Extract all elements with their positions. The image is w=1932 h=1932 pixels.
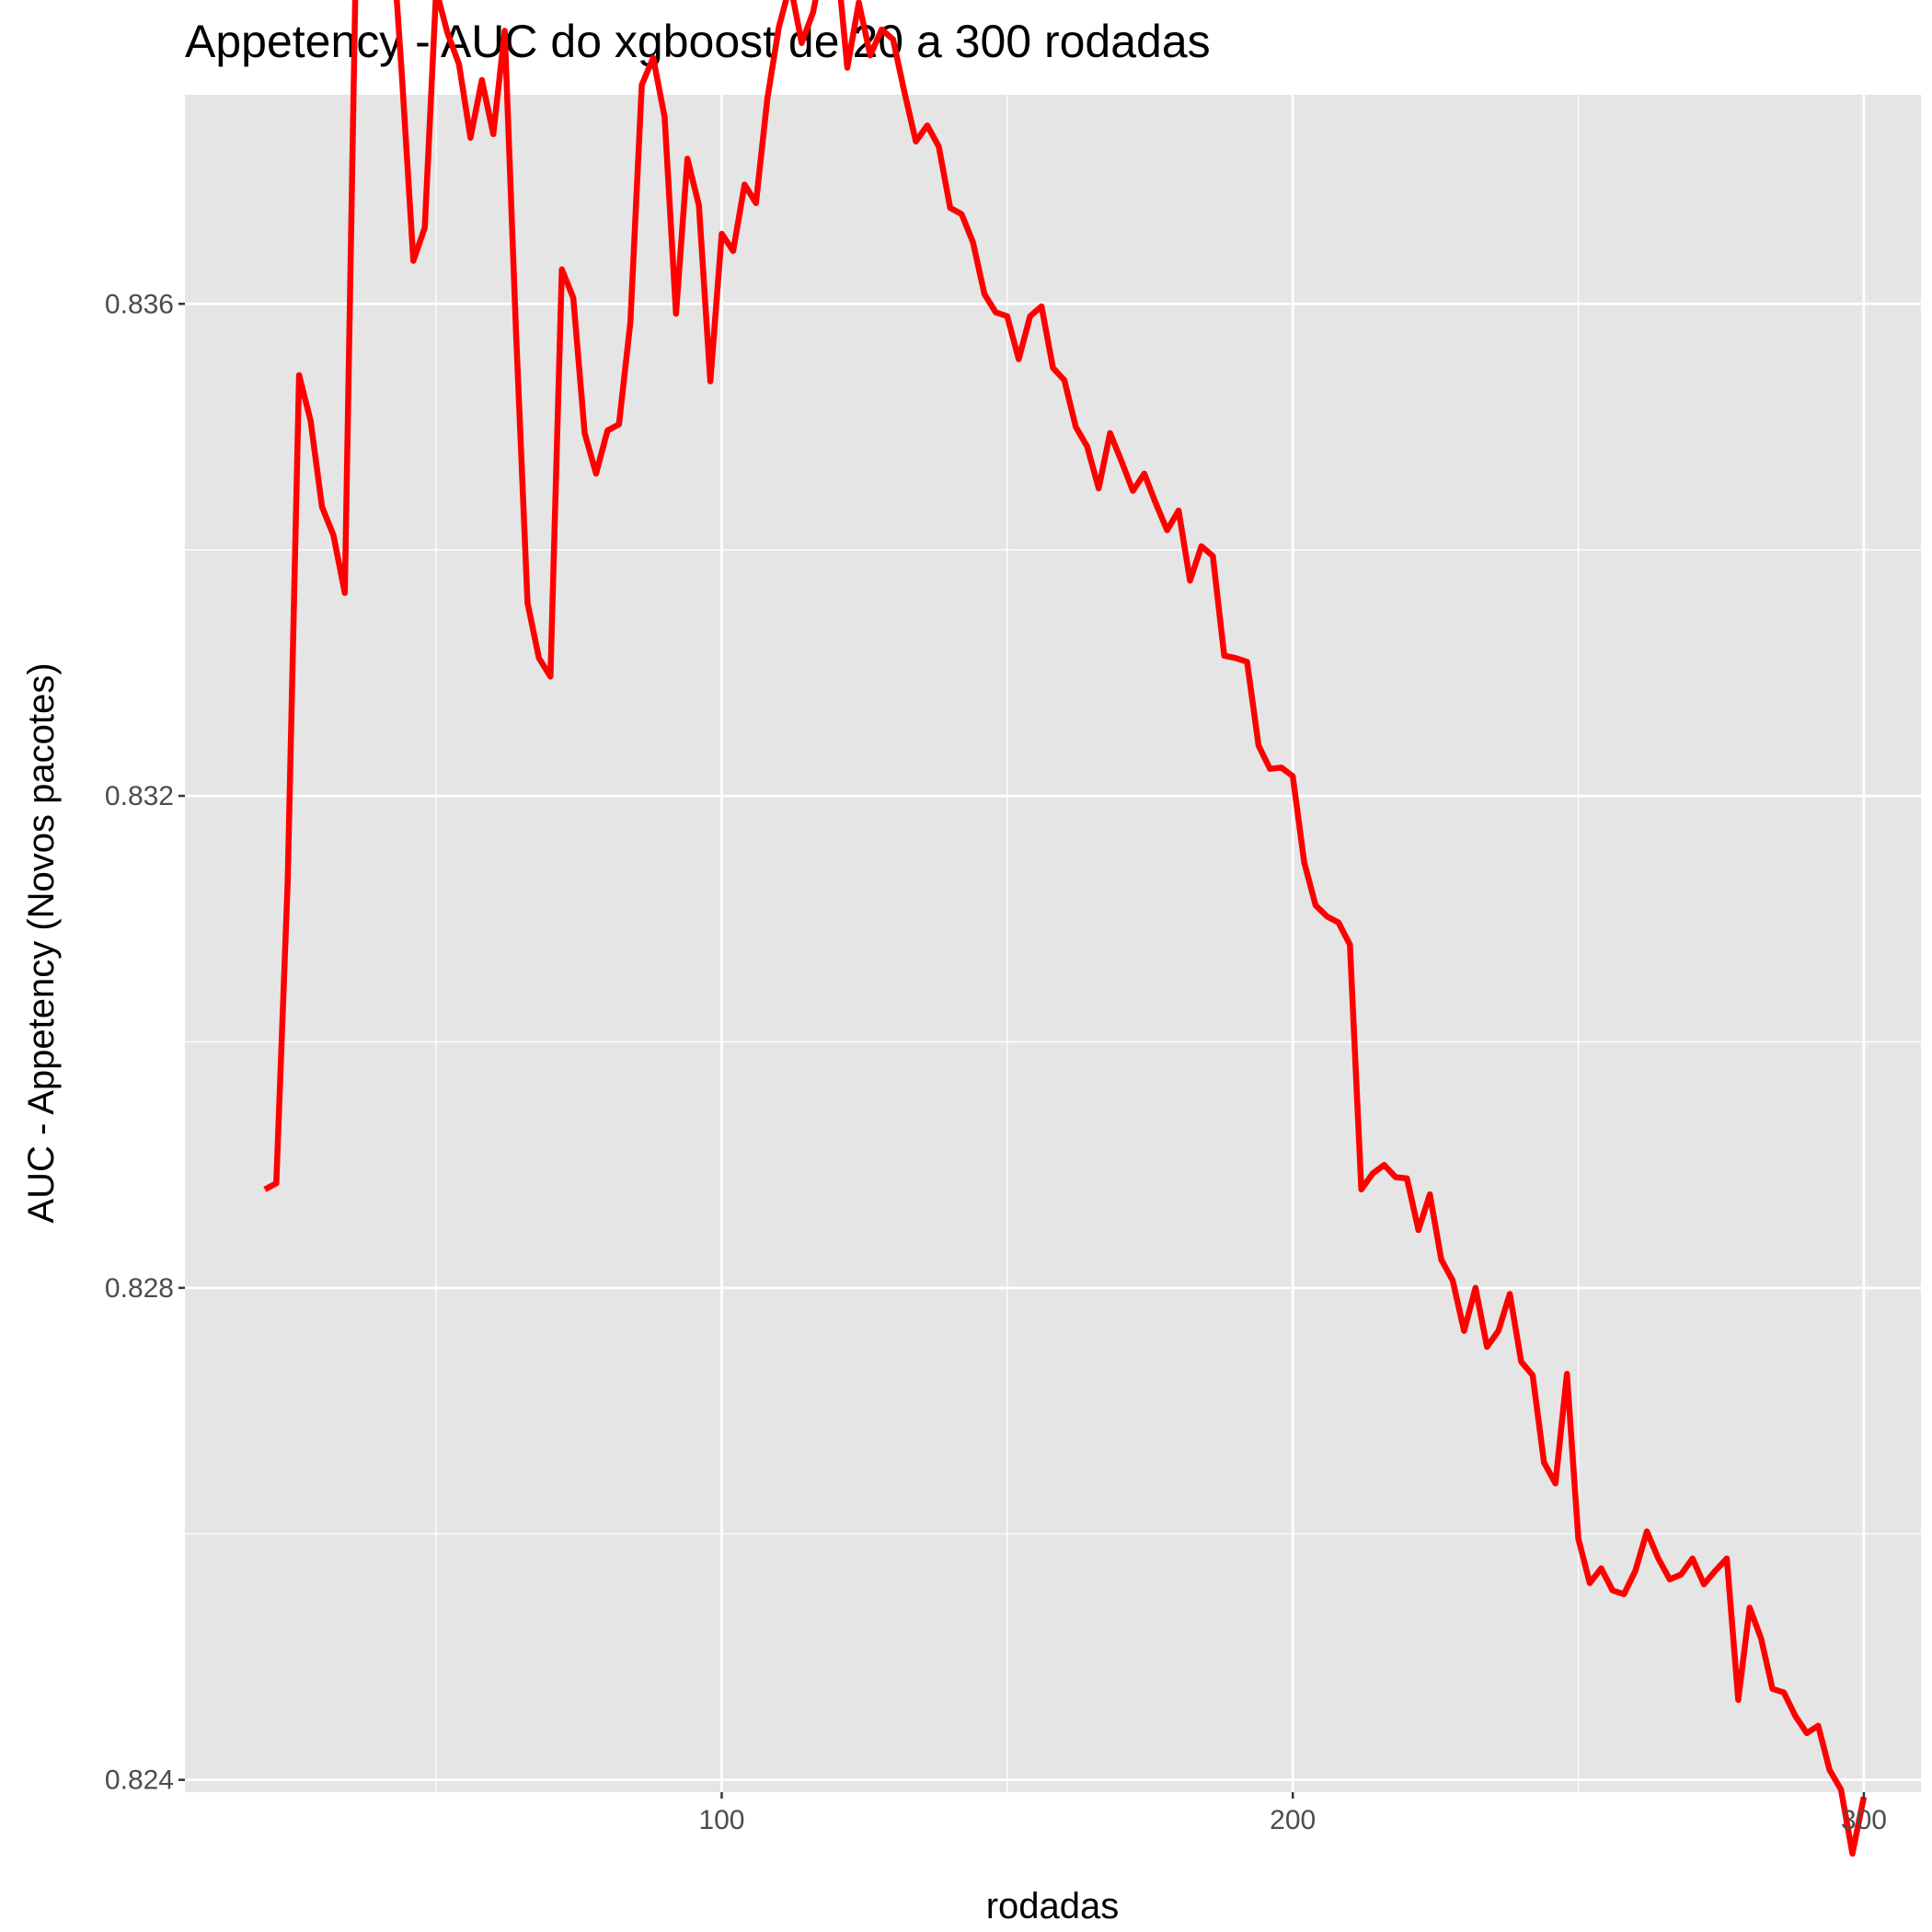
y-tick-label: 0.828 — [105, 1273, 174, 1304]
x-axis-title: rodadas — [986, 1886, 1120, 1926]
y-tick-label: 0.824 — [105, 1765, 174, 1796]
x-tick-label: 200 — [1270, 1805, 1316, 1835]
y-axis-title: AUC - Appetency (Novos pacotes) — [21, 662, 62, 1223]
x-tick-label: 300 — [1841, 1805, 1887, 1835]
chart-title: Appetency - AUC do xgboost de 20 a 300 r… — [185, 16, 1211, 67]
minor-gridlines-y — [185, 549, 1921, 1535]
x-axis: 100 200 300 — [698, 1792, 1887, 1835]
x-tick-label: 100 — [698, 1805, 744, 1835]
series-line — [263, 0, 1868, 1857]
plot-panel — [185, 95, 1921, 1792]
series-layer — [263, 0, 1868, 1857]
y-tick-label: 0.832 — [105, 781, 174, 811]
y-tick-label: 0.836 — [105, 289, 174, 319]
major-gridlines-y — [185, 302, 1921, 1781]
major-gridlines-x — [720, 95, 1866, 1792]
y-axis: 0.824 0.828 0.832 0.836 — [105, 289, 185, 1796]
